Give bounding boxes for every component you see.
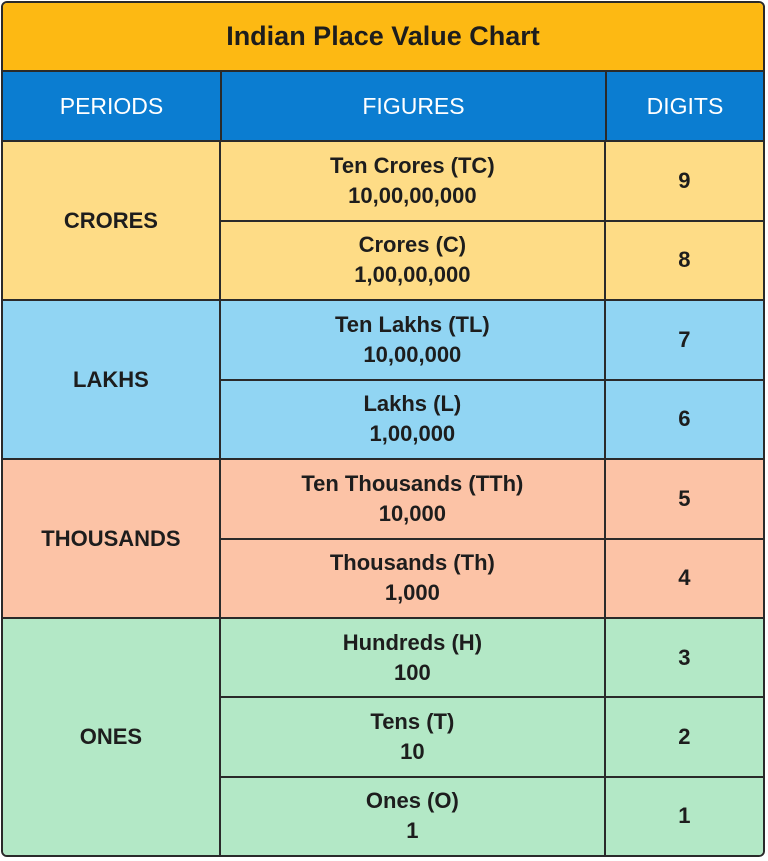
figure-value: 1,00,000 [369,421,456,447]
group-crores: CRORES Ten Crores (TC) 10,00,00,000 9 Cr… [3,142,763,301]
table-row: Lakhs (L) 1,00,000 6 [221,380,763,458]
period-label: ONES [3,619,221,855]
figure-name: Lakhs (L) [363,391,462,417]
table-row: Crores (C) 1,00,00,000 8 [221,221,763,299]
header-row: PERIODS FIGURES DIGITS [3,72,763,142]
figure-value: 10 [400,738,425,764]
table-row: Ten Lakhs (TL) 10,00,000 7 [220,301,763,381]
table-row: Ones (O) 1 1 [221,777,763,855]
figure-name: Ten Thousands (TTh) [301,470,524,496]
header-periods: PERIODS [3,72,222,140]
period-label: THOUSANDS [3,460,221,617]
digits-cell: 4 [678,565,691,591]
group-rows: Ten Lakhs (TL) 10,00,000 7 Lakhs (L) 1,0… [220,301,763,458]
group-lakhs: LAKHS Ten Lakhs (TL) 10,00,000 7 Lakhs (… [3,301,763,460]
figure-value: 1,00,00,000 [354,262,471,288]
figure-name: Tens (T) [370,708,455,734]
table-row: Thousands (Th) 1,000 4 [221,539,763,617]
digits-cell: 2 [678,723,691,749]
digits-cell: 7 [678,326,691,352]
figure-cell: Crores (C) 1,00,00,000 [221,221,606,299]
figure-cell: Tens (T) 10 [221,698,606,776]
digits-cell: 3 [678,644,691,670]
figure-name: Thousands (Th) [329,550,495,576]
figure-name: Ten Crores (TC) [330,152,495,178]
figure-name: Ten Lakhs (TL) [334,311,490,337]
figure-cell: Ten Crores (TC) 10,00,00,000 [221,142,606,220]
digits-cell: 5 [678,485,691,511]
figure-value: 10,00,000 [363,341,462,367]
group-rows: Ten Thousands (TTh) 10,000 5 Thousands (… [220,460,763,617]
figure-cell: Hundreds (H) 100 [221,619,606,697]
figure-name: Hundreds (H) [342,629,483,655]
group-ones: ONES Hundreds (H) 100 3 Tens (T) 10 2 On… [3,619,763,855]
period-label: CRORES [3,142,221,299]
figure-value: 10,000 [378,500,446,526]
period-label: LAKHS [3,301,221,458]
table-row: Ten Crores (TC) 10,00,00,000 9 [220,142,763,222]
digits-cell: 9 [678,167,691,193]
table-row: Tens (T) 10 2 [220,698,763,778]
header-figures: FIGURES [222,72,607,140]
figure-value: 1 [406,818,419,844]
digits-cell: 1 [678,803,691,829]
figure-value: 1,000 [384,580,440,606]
digits-cell: 8 [678,247,691,273]
figure-name: Ones (O) [365,788,459,814]
table-row: Hundreds (H) 100 3 [220,619,763,699]
table-row: Ten Thousands (TTh) 10,000 5 [220,460,763,540]
figure-cell: Ones (O) 1 [221,777,606,855]
figure-cell: Thousands (Th) 1,000 [221,539,606,617]
figure-value: 10,00,00,000 [348,182,477,208]
chart-title: Indian Place Value Chart [3,3,763,72]
header-digits: DIGITS [646,92,724,119]
figure-name: Crores (C) [358,232,467,258]
figure-value: 100 [394,659,431,685]
group-thousands: THOUSANDS Ten Thousands (TTh) 10,000 5 T… [3,460,763,619]
figure-cell: Lakhs (L) 1,00,000 [221,380,606,458]
digits-cell: 6 [678,406,691,432]
figure-cell: Ten Lakhs (TL) 10,00,000 [221,301,606,379]
figure-cell: Ten Thousands (TTh) 10,000 [221,460,606,538]
group-rows: Hundreds (H) 100 3 Tens (T) 10 2 Ones (O… [220,619,763,855]
group-rows: Ten Crores (TC) 10,00,00,000 9 Crores (C… [220,142,763,299]
